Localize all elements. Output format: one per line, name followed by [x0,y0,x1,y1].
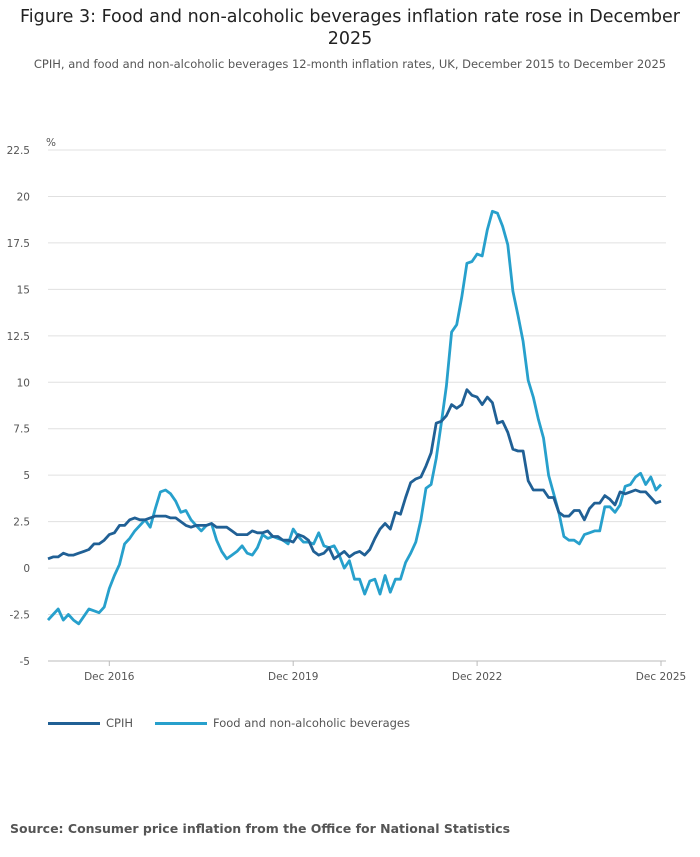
legend: CPIH Food and non-alcoholic beverages [48,716,432,730]
y-tick-label: -5 [20,656,30,668]
chart-title: Figure 3: Food and non-alcoholic beverag… [19,7,681,49]
y-tick-label: 5 [23,470,30,482]
x-tick-label: Dec 2019 [268,671,318,683]
y-tick-label: 12.5 [7,331,30,343]
y-tick-label: 0 [23,563,30,575]
line-chart: 22.5 20 17.5 15 12.5 10 7.5 5 2.5 0 -2.5 -5 Dec 201… [7,137,687,683]
x-tick-label: Dec 2022 [452,671,502,683]
series-line-food [46,209,663,626]
y-tick-label: -2.5 [10,610,31,622]
y-tick-label: 22.5 [7,145,30,157]
y-tick-label: 7.5 [13,424,30,436]
y-tick-label: 17.5 [7,238,30,250]
source-note: Source: Consumer price inflation from th… [10,821,511,836]
y-tick-label: 15 [17,284,30,296]
series-line-cpih [47,388,662,561]
legend-swatch-cpih [48,721,100,725]
legend-item-food: Food and non-alcoholic beverages [155,716,410,730]
y-tick-label: 20 [17,191,30,203]
x-tick-label: Dec 2016 [84,671,135,683]
y-tick-label: 2.5 [13,517,30,529]
legend-item-cpih: CPIH [48,716,133,730]
y-axis-label: % [46,137,56,149]
x-tick-label: Dec 2025 [636,671,686,683]
legend-label-cpih: CPIH [106,716,134,730]
legend-label-food: Food and non-alcoholic beverages [213,716,410,730]
chart-subtitle: CPIH, and food and non-alcoholic beverag… [33,57,667,71]
y-tick-label: 10 [17,377,30,389]
legend-swatch-food [155,721,208,725]
